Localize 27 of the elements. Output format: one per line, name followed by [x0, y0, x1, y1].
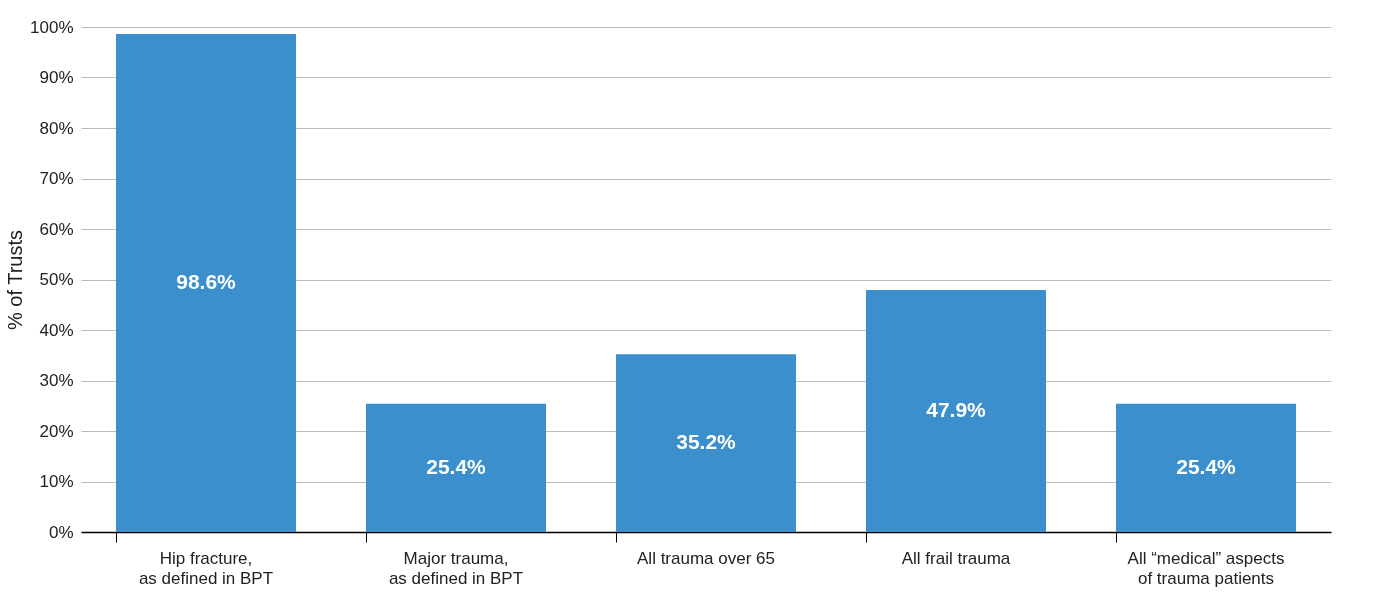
y-tick-label: 50% — [39, 270, 74, 289]
y-tick-label: 60% — [39, 219, 74, 239]
bar — [866, 290, 1046, 532]
bar — [1116, 403, 1296, 532]
x-tick-label: All frail trauma — [901, 548, 1011, 568]
x-tick-label: All “medical” aspects of trauma patients — [1127, 548, 1285, 588]
data-label: 47.9% — [926, 398, 987, 422]
y-tick-label: 80% — [39, 118, 74, 138]
x-tick-label: Major trauma, as defined in BPT — [388, 548, 524, 588]
data-label: 25.4% — [426, 454, 487, 478]
y-axis-title: % of Trusts — [4, 229, 27, 331]
y-tick-label: 40% — [39, 320, 74, 340]
data-label: 98.6% — [176, 270, 237, 294]
y-tick-label: 0% — [48, 522, 74, 542]
y-tick-label: 100% — [30, 17, 74, 37]
x-tick-label: Hip fracture, as defined in BPT — [138, 548, 274, 588]
y-tick-label: 20% — [39, 421, 74, 441]
data-label: 25.4% — [1176, 454, 1237, 478]
y-tick-label: 30% — [39, 371, 74, 390]
x-tick-label: All trauma over 65 — [637, 548, 775, 568]
y-tick-label: 70% — [39, 169, 74, 188]
bar — [616, 354, 796, 532]
bar — [366, 403, 546, 532]
bar — [116, 34, 296, 532]
y-tick-label: 10% — [39, 472, 74, 491]
y-tick-label: 90% — [39, 68, 74, 87]
data-label: 35.2% — [676, 430, 737, 454]
